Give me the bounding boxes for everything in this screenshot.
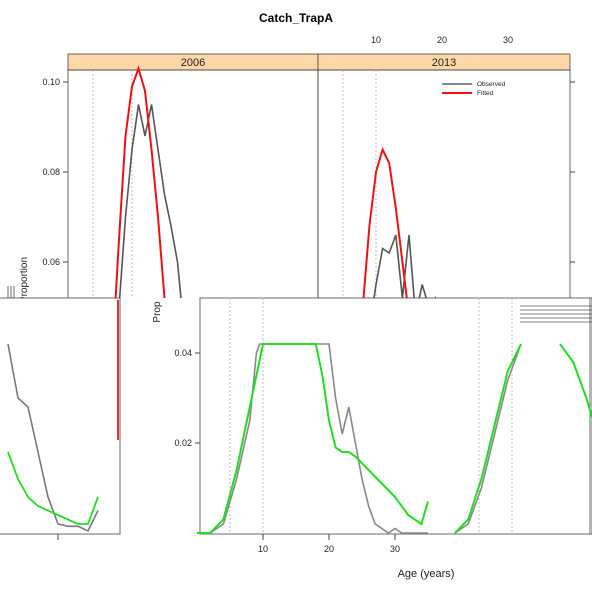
lower-xtick-label: 20 <box>324 544 334 554</box>
lower-xaxis: 10 20 30 <box>258 534 400 554</box>
lower-yaxis: 0.02 0.04 <box>174 348 200 448</box>
lower-right-strip-fragment <box>520 305 592 323</box>
ytick-label: 0.08 <box>42 167 60 177</box>
top-xtick-label: 20 <box>437 35 447 45</box>
legend-label-observed: Observed <box>477 81 506 88</box>
top-yaxis: 0.06 0.08 0.10 <box>42 77 68 267</box>
lower-main-panel-frame <box>199 297 592 535</box>
chart-title: Catch_TrapA <box>259 11 333 25</box>
strip-label-2013: 2013 <box>432 57 456 69</box>
lower-left-observed-line <box>7 343 99 532</box>
top-xtick-label: 30 <box>503 35 513 45</box>
panel-frame-2006 <box>67 69 319 301</box>
lower-ytick-label: 0.02 <box>174 438 192 448</box>
x-axis-label: Age (years) <box>398 568 455 580</box>
lower-xtick-label: 10 <box>258 544 268 554</box>
panel-frame-2013 <box>317 69 571 301</box>
lower-left-fitted-line <box>7 451 99 525</box>
lower-right-fitted-tail <box>559 343 592 421</box>
lower-y-axis-label-fragment: Prop <box>152 301 163 323</box>
lower-xtick-label: 30 <box>390 544 400 554</box>
ytick-label: 0.10 <box>42 77 60 87</box>
legend-label-fitted: Fitted <box>477 90 494 97</box>
y-axis-label: Proportion <box>19 257 30 303</box>
strip-label-2006: 2006 <box>181 57 205 69</box>
lower-window-background <box>0 298 592 585</box>
lower-ytick-label: 0.04 <box>174 348 192 358</box>
legend: Observed Fitted <box>442 81 506 97</box>
lower-left-strip-fragment <box>7 286 15 298</box>
lower-left-panel-frame <box>0 297 121 535</box>
top-xtick-label: 10 <box>371 35 381 45</box>
lower-series-fitted <box>197 343 429 534</box>
lower-right-observed-line <box>454 343 522 534</box>
ytick-label: 0.06 <box>42 257 60 267</box>
lower-right-fitted-line <box>454 343 522 534</box>
